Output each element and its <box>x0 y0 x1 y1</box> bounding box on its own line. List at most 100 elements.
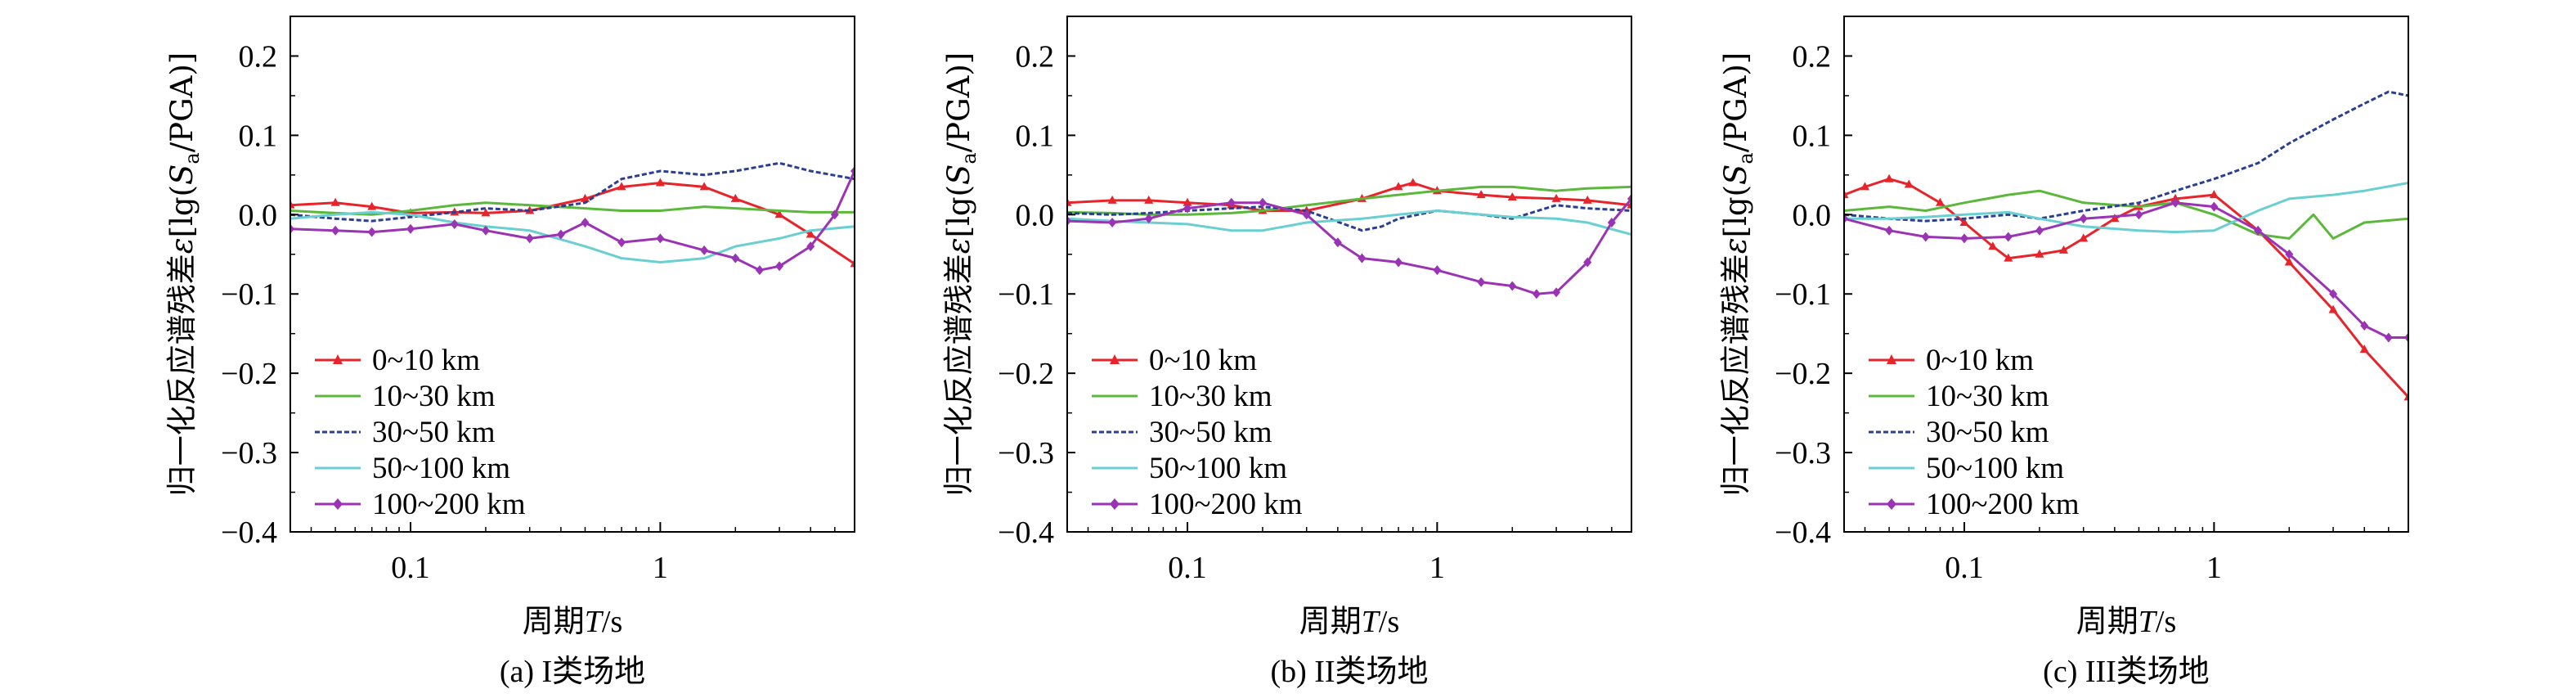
data-point-marker <box>731 253 740 263</box>
data-point-marker <box>830 209 839 220</box>
data-point-marker <box>2210 201 2219 212</box>
series-line-1 <box>290 182 855 265</box>
data-point-marker <box>2328 304 2338 313</box>
data-point-marker <box>850 166 855 176</box>
data-point-marker <box>1935 197 1945 206</box>
series-group <box>290 161 855 276</box>
data-point-marker <box>2079 214 2088 224</box>
data-point-marker <box>331 225 340 236</box>
legend-label: 50~100 km <box>1149 452 1287 485</box>
data-point-marker <box>1508 281 1517 291</box>
data-point-marker <box>367 201 377 210</box>
data-point-marker <box>1921 232 1930 242</box>
series-line-1 <box>1844 178 2408 399</box>
y-tick-label: −0.3 <box>221 436 277 471</box>
y-tick-label: −0.4 <box>221 516 277 550</box>
x-tick-label: 1 <box>2206 551 2222 585</box>
data-point-marker <box>290 200 295 209</box>
y-tick-label: −0.1 <box>221 277 277 312</box>
data-point-marker <box>2004 253 2013 262</box>
data-point-marker <box>2329 289 2338 299</box>
data-point-marker <box>806 241 815 252</box>
legend-label: 100~200 km <box>1149 488 1303 521</box>
legend-marker <box>1110 354 1120 364</box>
data-point-marker <box>1477 277 1486 287</box>
y-axis-label: 归一化反应谱残差ε[lg(Sa/PGA)] <box>1718 52 1757 496</box>
data-point-marker <box>656 233 665 244</box>
y-tick-label: 0.2 <box>1793 39 1832 74</box>
panel-2: 0.2 0.1 0.0 −0.1 −0.2 −0.3 −0.4 0.1 1 周期T/s (b) II… <box>941 16 1632 689</box>
legend-marker <box>1110 498 1120 510</box>
data-point-marker <box>1183 197 1192 206</box>
data-point-marker <box>1067 216 1071 227</box>
x-tick-label: 1 <box>1429 551 1445 585</box>
data-point-marker <box>1960 233 1969 244</box>
y-tick-label: 0.0 <box>1016 198 1055 232</box>
data-point-marker <box>806 229 815 238</box>
y-tick-label: −0.2 <box>221 357 277 391</box>
data-point-marker <box>1885 225 1894 236</box>
series-group <box>1844 90 2408 401</box>
data-point-marker <box>1144 214 1153 224</box>
data-point-marker <box>525 233 534 244</box>
data-point-marker <box>580 193 590 202</box>
data-point-marker <box>1476 190 1486 199</box>
plot-frame <box>1843 16 2409 533</box>
data-point-marker <box>450 218 459 229</box>
data-point-marker <box>1627 193 1631 204</box>
y-tick-label: 0.2 <box>1016 39 1055 74</box>
data-point-marker <box>2285 249 2294 259</box>
x-axis-label: 周期T/s <box>1299 605 1400 639</box>
data-point-marker <box>775 261 784 272</box>
legend-marker <box>1887 498 1896 510</box>
y-tick-label: −0.3 <box>1775 436 1831 471</box>
data-point-marker <box>581 218 590 227</box>
panel-title: (b) II类场地 <box>1270 655 1428 689</box>
y-axis-label: 归一化反应谱残差ε[lg(Sa/PGA)] <box>164 52 204 496</box>
data-point-marker <box>1408 178 1418 187</box>
data-point-marker <box>1393 182 1403 191</box>
legend-label: 10~30 km <box>1926 380 2049 413</box>
y-tick-label: 0.1 <box>239 119 278 153</box>
x-axis-label: 周期T/s <box>523 605 623 639</box>
data-point-marker <box>1582 195 1592 204</box>
panel-title: (c) III类场地 <box>2043 655 2210 689</box>
panel-3: 0.2 0.1 0.0 −0.1 −0.2 −0.3 −0.4 0.1 1 周期T/s (c) II… <box>1718 16 2409 689</box>
y-tick-label: −0.1 <box>1775 277 1831 312</box>
y-tick-label: 0.0 <box>239 198 278 232</box>
data-point-marker <box>655 178 665 187</box>
x-tick-label: 0.1 <box>1168 551 1207 585</box>
y-tick-label: −0.2 <box>1775 357 1831 391</box>
data-point-marker <box>2359 344 2369 354</box>
x-tick-label: 0.1 <box>1945 551 1984 585</box>
legend-label: 10~30 km <box>1149 380 1272 413</box>
series-line-5 <box>290 170 855 272</box>
y-axis-label: 归一化反应谱残差ε[lg(Sa/PGA)] <box>941 52 981 496</box>
x-tick-label: 1 <box>653 551 668 585</box>
x-tick-label: 0.1 <box>391 551 430 585</box>
data-point-marker <box>330 197 340 206</box>
data-point-marker <box>1844 190 1849 199</box>
data-point-marker <box>2059 245 2069 254</box>
data-point-marker <box>1532 289 1541 299</box>
x-axis-label: 周期T/s <box>2076 605 2177 639</box>
data-point-marker <box>774 209 784 218</box>
data-point-marker <box>1108 218 1117 227</box>
y-tick-label: −0.4 <box>1775 516 1831 550</box>
legend-label: 50~100 km <box>1926 452 2064 485</box>
data-point-marker <box>1552 287 1561 298</box>
data-point-marker <box>1844 214 1848 224</box>
data-point-marker <box>2209 190 2219 199</box>
legend-marker <box>333 354 343 364</box>
data-point-marker <box>2403 392 2408 401</box>
legend-marker <box>333 498 343 510</box>
panel-title: (a) I类场地 <box>500 655 645 689</box>
data-point-marker <box>1302 209 1311 220</box>
data-point-marker <box>1860 182 1870 191</box>
data-point-marker <box>617 182 626 191</box>
data-point-marker <box>2035 225 2044 236</box>
data-point-marker <box>1607 218 1616 227</box>
data-point-marker <box>2079 233 2089 242</box>
data-point-marker <box>481 208 491 217</box>
data-point-marker <box>1067 197 1072 206</box>
